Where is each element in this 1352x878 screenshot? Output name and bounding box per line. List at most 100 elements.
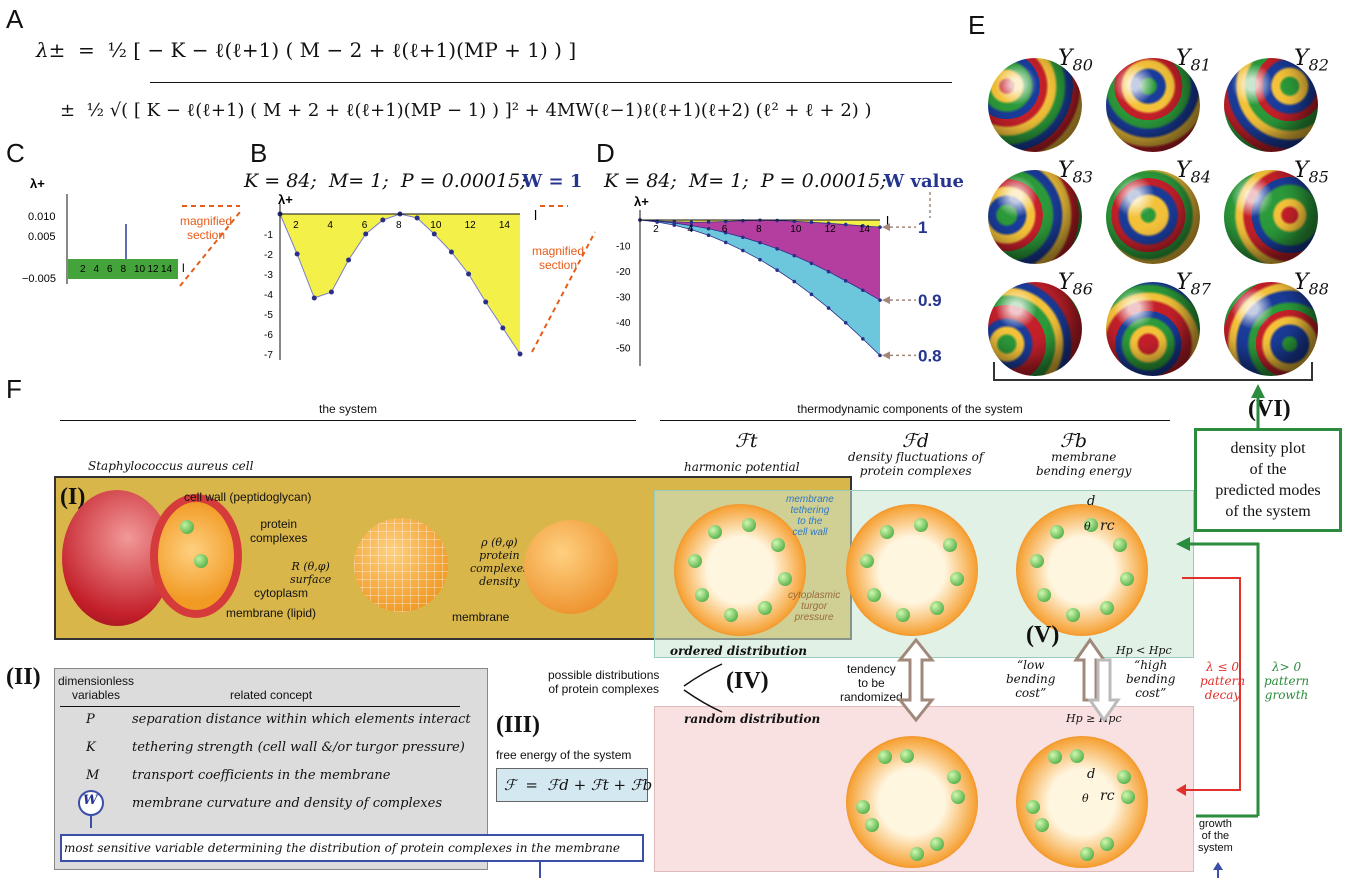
harmonic-label: Y86 [1058,270,1093,299]
protein-complex-dot [879,524,894,539]
ordered-label: ordered distribution [670,644,807,658]
chart-c-ylabel: λ+ [30,176,45,191]
chart-b-ytick: -6 [264,330,273,341]
harmonic-sphere [1106,282,1200,376]
chart-d-w-label: 1 [918,218,927,237]
cell-title: Staphylococcus aureus cell [88,459,254,473]
fb-desc: membrane bending energy [1036,450,1132,478]
free-energy-label: free energy of the system [496,748,632,762]
protein-complex-dot [878,750,893,765]
harmonic-label: Y83 [1058,158,1093,187]
protein-complex-dot [1029,553,1044,568]
chart-d-point [775,268,779,272]
chart-d-point [843,321,848,325]
system-header-rule [60,420,636,421]
growth-system-label: growth of the system [1198,818,1233,854]
tether-label: membrane tethering to the cell wall [786,494,834,538]
chart-d-xtick: 12 [825,224,837,235]
chart-d-point [809,292,814,297]
chart-d-w-label: 0.8 [918,346,942,365]
chart-b: λ+ l 2 4 6 8 10 12 14 -1 -2 -3 -4 -5 -6 -7 [264,192,537,361]
protein-complex-dot [1100,601,1115,616]
chart-d: λ+ l 2 4 6 8 10 12 14 -10 -20 -30 -40 -50 1 0.9 0.8 [616,192,942,366]
chart-d-point [741,248,745,253]
chart-b-point [500,325,506,331]
magnify-lines [179,205,596,353]
chart-d-xtick: 6 [722,224,728,235]
high-cost-label: “high bending cost” [1126,658,1176,700]
chart-d-xtick: 4 [687,224,693,235]
chart-b-ytick: -7 [264,350,273,361]
chart-d-ytick: -10 [616,241,631,252]
chart-d-point [706,233,711,238]
chart-d-w-arrowhead [882,351,890,360]
protein-complex-dot [930,601,945,616]
chart-c-xtick: 8 [121,264,127,275]
protein-complex-dot [1099,837,1114,852]
chart-b-xtick: 10 [430,220,442,231]
harmonic-sphere [988,282,1082,376]
protein-complex-dot [742,517,757,532]
density-plot-box [1194,428,1342,532]
magnified-label-1: magnified section [180,214,233,242]
chart-d-ytick: -20 [616,267,631,278]
protein-complex-dot [859,553,874,568]
protein-complex-dot [1026,799,1041,814]
panel-letter-a: A [6,4,24,34]
protein-complex-dot [895,608,910,623]
chart-d-ylabel: λ+ [634,194,649,209]
chart-d-xtick: 2 [653,224,659,235]
harmonic-sphere [1224,58,1318,152]
cell-cross-section [1016,504,1148,636]
chart-b-area [280,214,520,354]
chart-d-w-arrowhead [882,296,890,305]
chart-b-xtick: 4 [327,220,333,231]
rc-label-2: rc [1100,788,1115,804]
table-h2: related concept [230,688,313,702]
rc-label: rc [1100,518,1115,534]
w-down-line [90,814,92,828]
panel-letter-b: B [250,138,268,168]
equation-line-2: ± ½ √( [ K − ℓ(ℓ+1) ( M + 2 + ℓ(ℓ+1)(MP … [60,100,872,121]
protein-complex-dot [1070,749,1085,764]
turgor-label: cytoplasmic turgor pressure [788,590,841,623]
chart-d-point [792,279,797,284]
chart-c-fill [68,259,178,279]
chart-b-xtick: 12 [465,220,477,231]
d-label-2: d [1087,767,1096,782]
protein-complex-dot [707,524,722,539]
protein-complex-dot [1035,818,1050,833]
chart-b-point [448,249,454,255]
cell-cross-section [674,504,806,636]
protein-complex-dot [943,537,958,552]
note-text: most sensitive variable determining the … [64,841,620,855]
chart-b-point [431,231,437,237]
chart-d-point [809,261,814,266]
chart-b-point [294,251,300,257]
protein-complex-dot [950,572,965,587]
roman-ii: (II) [6,664,41,690]
chart-b-point [483,299,489,305]
protein-complex-dot [694,588,709,603]
harmonic-label: Y81 [1176,46,1211,75]
chart-d-point [758,240,762,245]
ft-desc: harmonic potential [684,460,800,474]
concept-m: transport coefficients in the membrane [132,768,391,783]
chart-d-w-arrowhead [882,223,890,232]
chart-c-xtick: 4 [94,264,100,275]
chart-b-xlabel: l [534,207,537,223]
var-k: K [86,740,96,755]
chart-c-ytick-2: −0.005 [22,273,56,285]
chart-c-xtick: 2 [80,264,86,275]
equation-lhs: λ± [36,38,66,62]
equation-line-1: = ½ [ − K − ℓ(ℓ+1) ( M − 2 + ℓ(ℓ+1)(MP +… [78,38,577,62]
chart-c-xlabel: l [182,261,185,275]
chart-d-xtick: 8 [756,224,762,235]
protein-complex-dot [950,790,965,805]
chart-d-point [741,235,745,240]
chart-b-point [517,351,523,357]
chart-b-point [311,295,317,301]
harmonic-label: Y84 [1176,158,1211,187]
chart-d-point [861,224,865,228]
harmonic-sphere [1106,170,1200,264]
